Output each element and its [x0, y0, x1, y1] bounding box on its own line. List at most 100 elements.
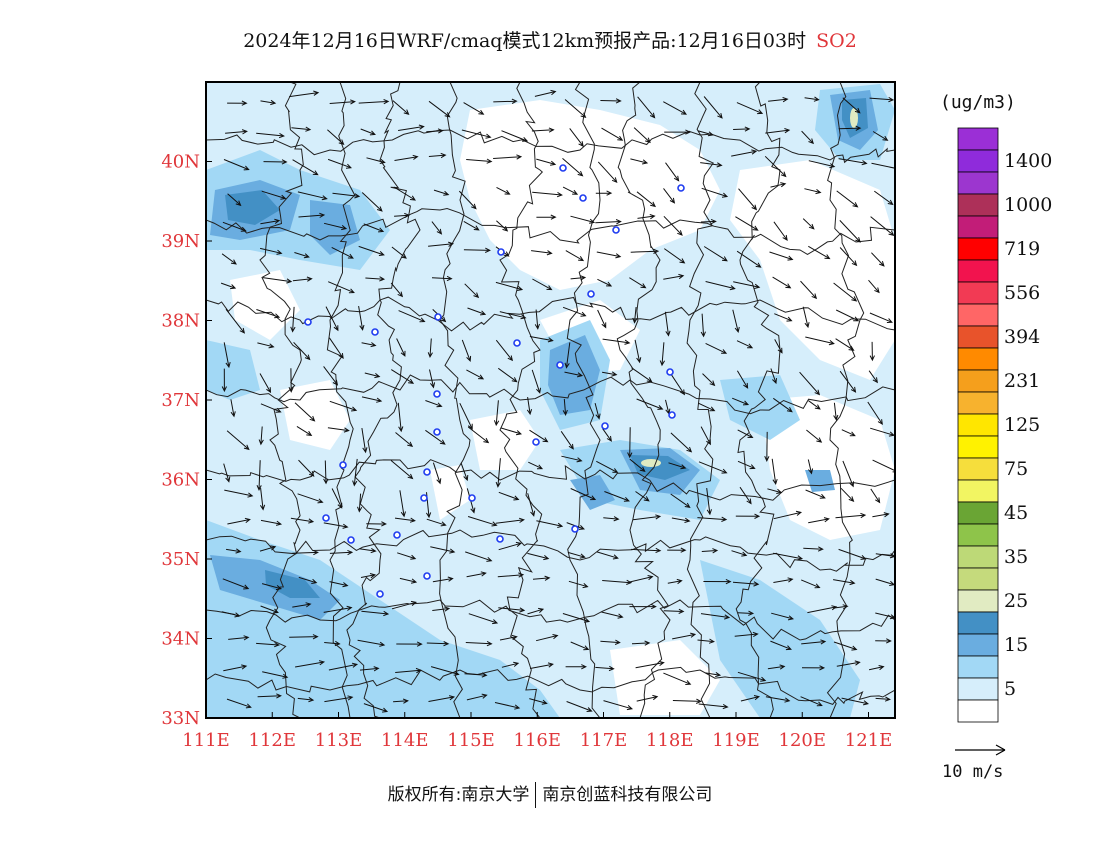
city-markers	[304, 164, 685, 598]
wind-arrow	[663, 101, 688, 115]
boundary-line	[616, 82, 671, 718]
footer-company: 南京创蓝科技有限公司	[542, 785, 713, 805]
legend-label: 556	[1004, 282, 1040, 304]
wind-arrow	[358, 99, 390, 105]
lon-label: 111E	[182, 730, 230, 751]
boundary-line	[206, 529, 895, 572]
wind-arrow	[700, 218, 717, 225]
wind-arrow	[532, 575, 551, 581]
wind-arrow	[331, 488, 343, 509]
wind-arrow	[771, 612, 795, 621]
wind-arrow	[773, 221, 788, 241]
legend-swatch	[957, 237, 999, 261]
wind-arrow	[771, 458, 778, 486]
legend-swatch	[957, 171, 999, 195]
wind-arrow	[289, 90, 320, 98]
high-conc-area	[310, 200, 360, 255]
wind-arrow	[500, 427, 522, 436]
wind-arrow	[260, 519, 283, 526]
wind-arrow	[463, 102, 485, 115]
wind-arrow	[594, 402, 601, 420]
wind-arrow	[602, 579, 633, 585]
wind-arrow	[603, 516, 620, 522]
lon-label: 118E	[646, 730, 694, 751]
wind-arrow	[665, 162, 680, 182]
wind-arrow	[256, 309, 281, 319]
wind-arrow	[562, 186, 579, 195]
wind-arrow	[291, 126, 312, 132]
wind-arrow	[467, 426, 490, 444]
wind-arrow	[396, 338, 406, 357]
wind-arrow	[765, 128, 791, 134]
wind-arrow	[570, 215, 596, 224]
city-marker	[322, 514, 330, 522]
city-marker	[579, 194, 587, 202]
legend-label: 75	[1004, 458, 1028, 480]
title-main: 2024年12月16日WRF/cmaq模式12km预报产品:12月16日03时	[243, 30, 807, 52]
wind-arrow	[663, 215, 683, 236]
wind-arrow	[464, 283, 480, 299]
wind-arrow	[360, 128, 376, 136]
wind-arrow	[869, 96, 895, 103]
province-boundaries	[206, 82, 895, 718]
wind-arrow	[875, 638, 892, 644]
legend-label: 719	[1004, 238, 1040, 260]
wind-arrow	[632, 514, 662, 521]
wind-arrow	[461, 339, 472, 362]
city-marker	[376, 590, 384, 598]
wind-arrow	[288, 368, 294, 393]
wind-arrow	[801, 579, 821, 589]
lon-label: 112E	[249, 730, 297, 751]
wind-arrow	[629, 458, 646, 473]
wind-arrow	[466, 693, 488, 701]
high-conc-area	[548, 335, 600, 415]
low-conc-area	[610, 640, 720, 715]
wind-arrow	[773, 510, 803, 520]
wind-arrow	[596, 251, 622, 259]
wind-arrow	[706, 488, 712, 516]
wind-arrow	[836, 190, 859, 208]
wind-arrow	[228, 635, 250, 641]
legend-swatch	[957, 655, 999, 679]
wind-arrow	[332, 192, 361, 199]
wind-arrow	[295, 660, 326, 668]
wind-arrow	[562, 398, 568, 416]
wind-arrow	[800, 696, 823, 707]
wind-arrow	[808, 400, 821, 410]
wind-arrow	[292, 276, 313, 282]
wind-arrow	[222, 578, 250, 590]
wind-arrow	[805, 489, 826, 499]
wind-arrow	[357, 639, 386, 647]
wind-arrow	[429, 369, 436, 389]
wind-arrow	[259, 545, 277, 552]
wind-arrow	[627, 427, 633, 459]
wind-arrow	[428, 152, 447, 159]
wind-arrow	[596, 460, 619, 473]
wind-arrow	[842, 97, 861, 114]
wind-arrow	[425, 400, 443, 408]
legend-label: 35	[1004, 546, 1028, 568]
wind-arrow	[739, 486, 752, 505]
peak-conc-area	[265, 570, 320, 598]
wind-arrow	[534, 89, 557, 97]
boundary-line	[206, 459, 895, 501]
legend-swatch	[957, 435, 999, 459]
city-marker	[433, 428, 441, 436]
wind-arrow	[536, 214, 557, 220]
wind-arrow	[833, 402, 839, 421]
wind-arrow	[698, 402, 716, 412]
wind-arrow	[426, 518, 447, 527]
legend-swatch	[957, 457, 999, 481]
wind-arrow	[329, 549, 354, 556]
wind-arrow	[671, 517, 691, 523]
legend-label: 25	[1004, 590, 1028, 612]
wind-arrow	[562, 306, 587, 317]
wind-arrow	[531, 250, 553, 256]
wind-arrow	[767, 664, 786, 670]
wind-arrow	[595, 665, 615, 672]
city-marker	[677, 184, 685, 192]
wind-arrow	[224, 489, 254, 498]
wind-arrow	[773, 397, 793, 413]
lat-label: 34N	[161, 629, 200, 650]
